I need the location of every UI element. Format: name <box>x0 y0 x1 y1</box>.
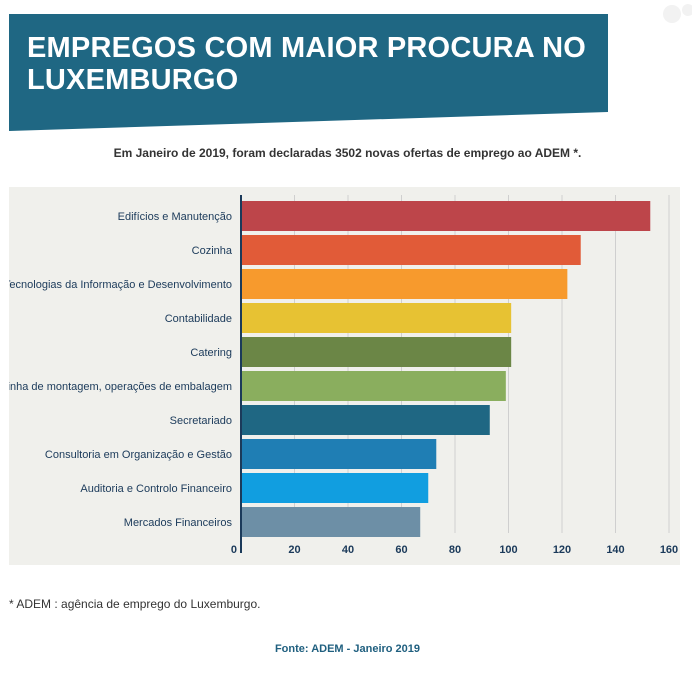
category-label: Auditoria e Controlo Financeiro <box>80 483 232 495</box>
category-label: Mercados Financeiros <box>124 517 233 529</box>
category-label: Edifícios e Manutenção <box>118 211 232 223</box>
page-title: EMPREGOS COM MAIOR PROCURA NO LUXEMBURGO <box>27 32 586 96</box>
category-label: Contabilidade <box>165 313 232 325</box>
category-label: Secretariado <box>170 415 232 427</box>
x-tick-label: 120 <box>553 544 571 556</box>
x-tick-label: 40 <box>342 544 354 556</box>
category-label: Catering <box>190 347 232 359</box>
x-tick-label: 140 <box>606 544 624 556</box>
x-tick-label: 60 <box>395 544 407 556</box>
banner-background <box>9 14 608 131</box>
category-label: Linha de montagem, operações de embalage… <box>9 381 232 393</box>
bar <box>242 303 512 333</box>
bar <box>242 405 490 435</box>
decorative-circles-icon <box>663 4 692 23</box>
bar <box>242 371 506 401</box>
bar-chart: Edifícios e Manutenção Cozinha Tecnologias… <box>9 195 678 556</box>
x-tick-label: 160 <box>660 544 678 556</box>
source-note: Fonte: ADEM - Janeiro 2019 <box>274 643 421 655</box>
bar <box>242 235 581 265</box>
chart-area: Edifícios e Manutenção Cozinha Tecnologias… <box>9 187 680 565</box>
bar <box>242 507 421 537</box>
bar <box>242 439 437 469</box>
category-label: Cozinha <box>192 245 233 257</box>
bar <box>242 201 651 231</box>
x-tick-label: 80 <box>449 544 461 556</box>
bar <box>242 337 512 367</box>
category-label: Tecnologias da Informação e Desenvolvime… <box>9 279 232 291</box>
x-tick-label: 0 <box>231 544 237 556</box>
bar <box>242 473 429 503</box>
category-label: Consultoria em Organização e Gestão <box>45 449 232 461</box>
bar <box>242 269 568 299</box>
title-banner: EMPREGOS COM MAIOR PROCURA NO LUXEMBURGO <box>0 0 695 140</box>
x-tick-label: 20 <box>288 544 300 556</box>
chart-subtitle: Em Janeiro de 2019, foram declaradas 350… <box>113 146 582 160</box>
footnote: * ADEM : agência de emprego do Luxemburg… <box>9 597 261 611</box>
x-tick-label: 100 <box>499 544 517 556</box>
